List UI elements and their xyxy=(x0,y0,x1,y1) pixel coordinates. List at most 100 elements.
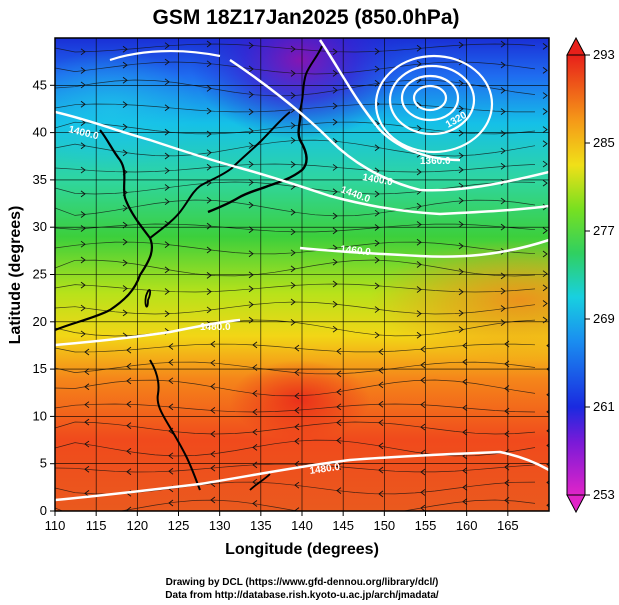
wind-arrow xyxy=(504,479,510,487)
wind-arrow xyxy=(126,447,132,455)
wind-arrow xyxy=(252,364,258,371)
wind-arrow xyxy=(206,271,212,279)
wind-arrow xyxy=(206,85,212,92)
wind-arrow xyxy=(84,401,90,409)
wind-arrow xyxy=(374,239,380,247)
wind-arrow xyxy=(500,162,506,170)
wind-arrow xyxy=(374,190,380,198)
wind-arrow xyxy=(252,461,258,469)
wind-arrow xyxy=(458,166,464,174)
wind-arrow xyxy=(542,316,548,324)
credit-line-2: Data from http://database.rish.kyoto-u.a… xyxy=(165,590,439,601)
wind-arrow xyxy=(210,464,216,472)
wind-arrow xyxy=(294,392,300,400)
wind-arrow xyxy=(206,196,212,204)
wind-arrow xyxy=(332,86,338,94)
y-tick-label: 30 xyxy=(33,219,47,234)
wind-arrow xyxy=(122,61,128,69)
wind-arrow xyxy=(458,41,464,49)
wind-arrow xyxy=(500,87,506,94)
wind-arrow xyxy=(458,309,464,317)
wind-arrow xyxy=(500,61,506,69)
wind-arrow xyxy=(80,304,86,312)
wind-arrow xyxy=(542,227,548,234)
wind-arrow xyxy=(210,383,216,390)
x-tick-label: 165 xyxy=(497,518,519,533)
wind-arrow xyxy=(122,45,128,53)
wind-arrow xyxy=(458,326,464,333)
wind-arrow xyxy=(252,428,258,436)
wind-arrow xyxy=(252,500,258,507)
wind-arrow xyxy=(374,209,380,217)
colorbar-tick-label: 269 xyxy=(593,311,615,326)
cold-core-region xyxy=(190,38,410,140)
wind-arrow xyxy=(164,167,170,175)
y-tick-label: 25 xyxy=(33,267,47,282)
wind-arrow xyxy=(164,152,170,160)
wind-arrow xyxy=(290,318,296,326)
wind-arrow xyxy=(374,65,380,73)
wind-arrow xyxy=(458,242,464,250)
y-tick-label: 15 xyxy=(33,361,47,376)
wind-arrow xyxy=(290,122,296,129)
wind-arrow xyxy=(420,345,426,353)
wind-arrow xyxy=(248,226,254,234)
wind-arrow xyxy=(542,270,548,278)
wind-arrow xyxy=(164,42,170,50)
wind-arrow xyxy=(210,359,216,367)
wind-arrow xyxy=(542,108,548,115)
wind-arrow xyxy=(164,128,170,136)
wind-arrow xyxy=(336,463,342,470)
wind-arrow xyxy=(206,288,212,296)
wind-arrow xyxy=(500,147,506,155)
wind-arrow xyxy=(206,130,212,138)
wind-arrow xyxy=(290,298,296,306)
colorbar-tick-label: 261 xyxy=(593,399,615,414)
wind-arrow xyxy=(122,309,128,317)
wind-arrow xyxy=(164,288,170,295)
y-axis-label: Latitude (degrees) xyxy=(7,206,24,345)
wind-arrow xyxy=(374,79,380,87)
wind-arrow xyxy=(378,466,384,474)
wind-arrow xyxy=(546,443,549,448)
wind-arrow xyxy=(164,266,170,274)
wind-arrow xyxy=(122,285,128,292)
wind-arrow xyxy=(542,140,548,148)
wind-arrow xyxy=(500,223,506,231)
wind-arrow xyxy=(164,310,170,318)
wind-arrow xyxy=(420,361,426,369)
wind-arrow xyxy=(80,67,86,74)
wind-arrow xyxy=(500,40,506,48)
colorbar-top-arrow xyxy=(566,36,586,56)
wind-arrow xyxy=(248,142,254,149)
wind-arrow xyxy=(126,400,132,408)
wind-arrow xyxy=(248,127,254,135)
cyan-region xyxy=(55,50,200,170)
wind-arrow xyxy=(80,281,86,289)
wind-arrow xyxy=(336,347,342,355)
wind-arrow xyxy=(294,437,300,445)
wind-arrow xyxy=(80,81,86,89)
wind-arrow xyxy=(374,306,380,313)
wind-arrow xyxy=(84,440,90,448)
wind-arrow xyxy=(546,343,549,348)
wind-arrow xyxy=(126,506,132,511)
wind-arrow xyxy=(206,60,212,68)
wind-arrow xyxy=(416,168,422,176)
wind-arrow xyxy=(84,418,90,426)
colorbar-ticks: 253 261 269 277 285 293 xyxy=(585,47,615,502)
wind-arrow xyxy=(290,45,296,53)
wind-arrow xyxy=(458,105,464,113)
wind-arrow xyxy=(500,197,506,205)
wind-arrow xyxy=(378,400,384,408)
wind-arrow xyxy=(458,268,464,276)
wind-arrow xyxy=(290,92,296,99)
wind-arrow xyxy=(294,369,300,376)
wind-arrow xyxy=(332,227,338,235)
wind-arrow xyxy=(252,444,258,451)
colorbar-tick-label: 285 xyxy=(593,135,615,150)
wind-arrow xyxy=(542,179,548,187)
wind-arrow xyxy=(84,465,90,473)
y-tick-label: 0 xyxy=(40,503,47,518)
wind-arrow xyxy=(332,164,338,171)
